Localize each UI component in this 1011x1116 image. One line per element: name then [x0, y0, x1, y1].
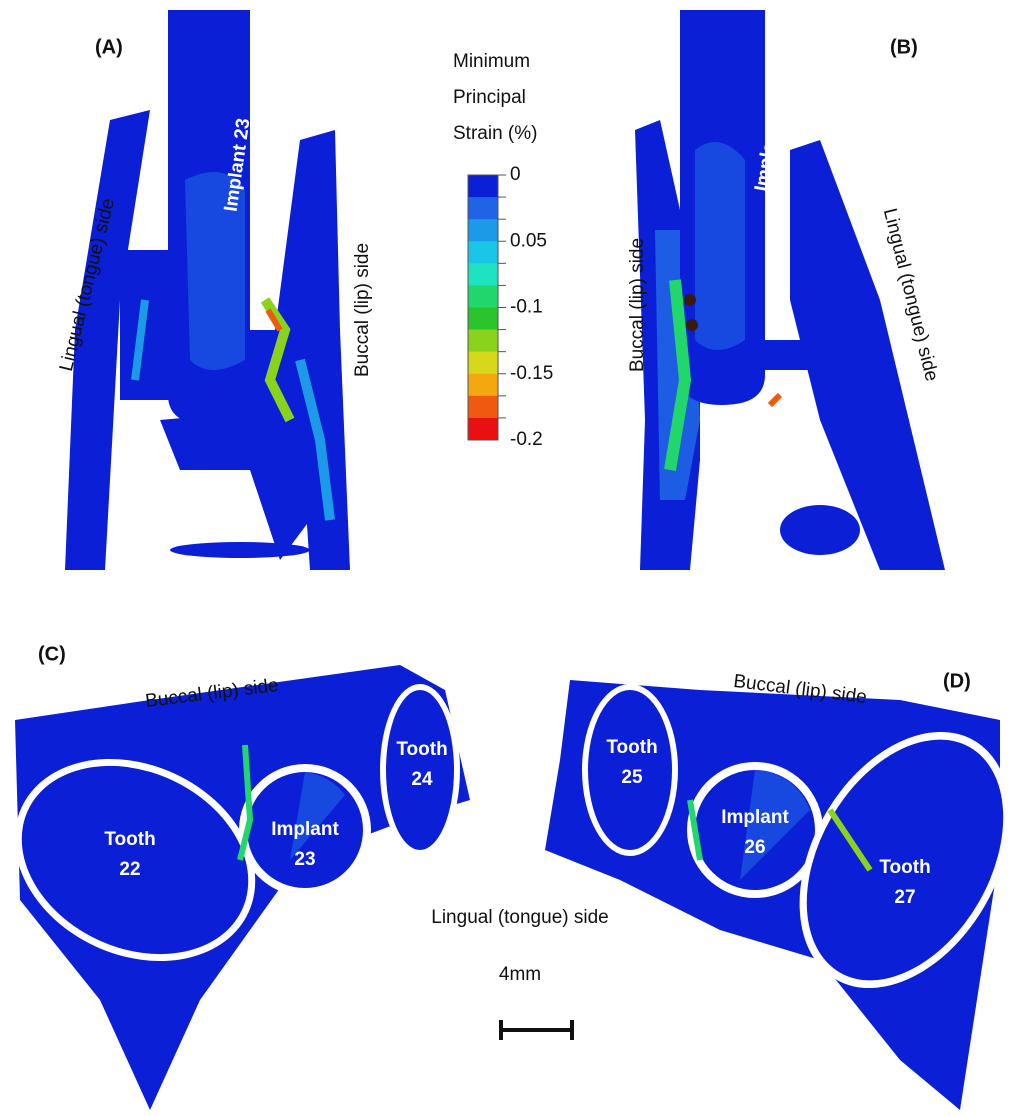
colorbar-tick-label: -0.15: [510, 363, 553, 384]
scale-label: 4mm: [499, 964, 541, 985]
colorbar-segment: [468, 241, 498, 264]
colorbar-segment: [468, 417, 498, 441]
panel-b-model: [635, 10, 945, 570]
colorbar-segment: [468, 351, 498, 375]
legend-title: Strain (%): [453, 123, 537, 144]
implant-label: 26: [744, 837, 765, 858]
panel-c-model: [14, 665, 470, 1110]
implant-label: Implant: [271, 819, 339, 840]
tooth-label: 24: [411, 769, 433, 790]
colorbar-frame: [467, 174, 499, 441]
tooth-label: 22: [119, 859, 140, 880]
legend-title: Minimum: [453, 51, 530, 72]
colorbar-segment: [468, 395, 498, 419]
colorbar-tick-label: 0.05: [510, 230, 547, 251]
scale-bar: [499, 1020, 574, 1040]
side-label: Buccal (lip) side: [352, 243, 373, 377]
colorbar-segment: [468, 219, 498, 242]
colorbar-tick-label: -0.2: [510, 429, 543, 450]
implant-label: Implant: [721, 807, 789, 828]
colorbar-segment: [468, 263, 498, 286]
legend-title: Principal: [453, 87, 526, 108]
tooth-label: Tooth: [396, 739, 447, 760]
colorbar-segment: [468, 197, 498, 220]
panel-a-model: [65, 10, 350, 570]
panel-label: (C): [38, 643, 66, 665]
colorbar-tick-label: 0: [510, 164, 521, 185]
colorbar-segment: [468, 373, 498, 397]
side-label: Buccal (lip) side: [627, 238, 648, 372]
panel-label: (A): [95, 36, 123, 58]
implant-label: 23: [294, 849, 315, 870]
panel-label: (B): [890, 36, 918, 58]
panel-label: (D): [943, 670, 971, 692]
colorbar-segment: [468, 285, 498, 308]
colorbar: Minimum Principal Strain (%) 0 0.05 -0.1 -0.15…: [453, 51, 553, 450]
tooth-label: 25: [621, 767, 643, 788]
panel-d-model: [545, 680, 1011, 1110]
side-label: Lingual (tongue) side: [431, 907, 608, 928]
tooth-label: 27: [894, 887, 915, 908]
tooth-label: Tooth: [606, 737, 657, 758]
colorbar-segment: [468, 175, 498, 198]
tooth-label: Tooth: [104, 829, 155, 850]
colorbar-tick-label: -0.1: [510, 297, 543, 318]
tooth-label: Tooth: [879, 857, 930, 878]
colorbar-segment: [468, 329, 498, 353]
colorbar-segment: [468, 307, 498, 331]
